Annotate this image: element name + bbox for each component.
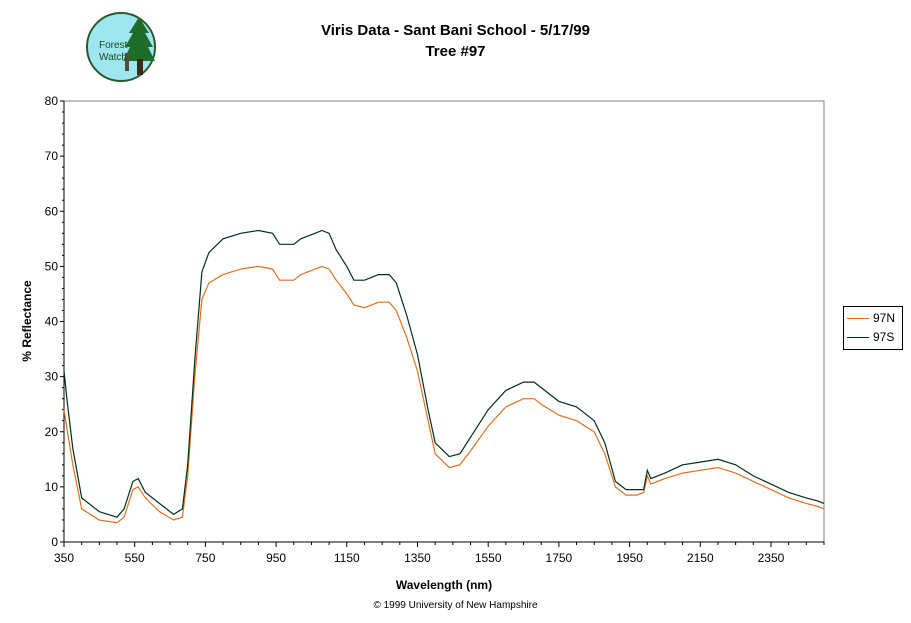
y-tick-label: 0 — [51, 535, 58, 549]
series-line-97s — [63, 229, 825, 518]
x-tick-label: 1150 — [334, 551, 360, 565]
legend-label-97s: 97S — [873, 330, 895, 344]
x-tick-label: 350 — [54, 551, 74, 565]
forest-watch-logo: Forest Watch — [86, 12, 156, 82]
legend: 97N 97S — [843, 306, 903, 350]
y-tick-label: 10 — [45, 480, 59, 494]
x-tick-label: 2350 — [758, 551, 785, 565]
copyright-footer: © 1999 University of New Hampshire — [373, 600, 538, 611]
legend-item-97n: 97N — [847, 310, 895, 326]
y-axis-label: % Reflectance — [20, 280, 34, 362]
y-tick-label: 80 — [45, 94, 59, 108]
y-tick-label: 40 — [45, 315, 59, 329]
y-tick-label: 70 — [45, 149, 59, 163]
axes: 0 10 20 30 40 50 60 70 80 350 550 750 950 1150 1350 155… — [45, 94, 825, 565]
x-tick-label: 550 — [125, 551, 145, 565]
x-tick-label: 1950 — [616, 551, 643, 565]
chart-title: Viris Data - Sant Bani School - 5/17/99 — [321, 22, 590, 39]
x-tick-label: 1350 — [404, 551, 431, 565]
x-tick-label: 2150 — [687, 551, 714, 565]
reflectance-chart: 0 10 20 30 40 50 60 70 80 350 550 750 950 1150 1350 155… — [20, 94, 825, 592]
legend-label-97n: 97N — [873, 311, 896, 325]
legend-item-97s: 97S — [847, 329, 894, 345]
plot-frame — [63, 100, 825, 543]
chart-subtitle: Tree #97 — [425, 43, 486, 60]
series-line-97n — [63, 265, 825, 524]
series-lines — [63, 229, 825, 524]
y-tick-label: 50 — [45, 259, 59, 273]
x-tick-label: 750 — [195, 551, 215, 565]
logo-text-watch: Watch — [99, 52, 127, 63]
x-tick-label: 1750 — [546, 551, 573, 565]
y-tick-label: 60 — [45, 204, 59, 218]
y-tick-label: 30 — [45, 370, 59, 384]
x-tick-label: 1550 — [475, 551, 502, 565]
y-tick-label: 20 — [45, 425, 59, 439]
legend-swatch-97s — [847, 336, 869, 338]
x-axis-label: Wavelength (nm) — [396, 578, 492, 592]
logo-text-forest: Forest — [99, 40, 128, 51]
x-tick-label: 950 — [266, 551, 286, 565]
legend-swatch-97n — [847, 317, 869, 319]
